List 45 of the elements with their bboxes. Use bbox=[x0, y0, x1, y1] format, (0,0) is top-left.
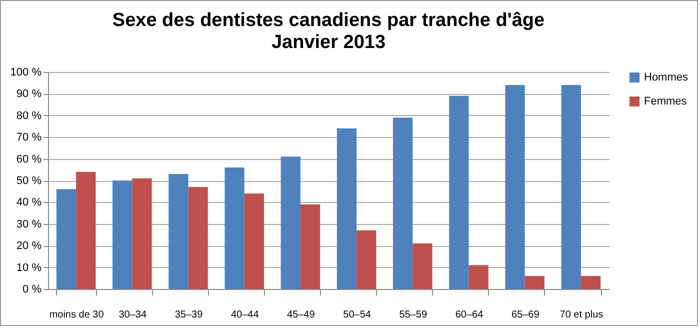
y-tick-label: 90 % bbox=[16, 88, 42, 100]
x-tick-label: 45–49 bbox=[287, 310, 316, 320]
chart-title: Sexe des dentistes canadiens par tranche d'âge bbox=[112, 10, 545, 31]
bar bbox=[76, 172, 96, 289]
x-tick-label: 65–69 bbox=[511, 310, 540, 320]
x-tick-label: 35–39 bbox=[174, 310, 204, 320]
legend-label: Hommes bbox=[644, 72, 689, 84]
x-tick-label: moins de 30 bbox=[49, 310, 104, 320]
x-tick-label: 40–44 bbox=[230, 310, 260, 320]
bar bbox=[300, 204, 320, 289]
bar bbox=[112, 180, 132, 289]
legend-label: Femmes bbox=[644, 96, 688, 108]
bar bbox=[393, 118, 413, 289]
y-tick-label: 10 % bbox=[16, 262, 42, 274]
bar bbox=[505, 85, 525, 289]
bar bbox=[56, 189, 76, 289]
x-tick-label: 70 et plus bbox=[560, 310, 604, 320]
y-tick-label: 60 % bbox=[16, 153, 42, 166]
bar bbox=[412, 243, 432, 289]
y-tick-label: 80 % bbox=[16, 110, 42, 122]
x-tick-label: 30–34 bbox=[118, 310, 147, 320]
bar bbox=[580, 276, 601, 289]
bar bbox=[280, 156, 300, 289]
y-tick-label: 40 % bbox=[16, 196, 42, 209]
y-tick-label: 50 % bbox=[16, 175, 42, 187]
bar bbox=[468, 265, 488, 289]
bar bbox=[356, 230, 376, 289]
y-tick-label: 100 % bbox=[10, 66, 42, 78]
chart-subtitle: Janvier 2013 bbox=[271, 32, 386, 53]
bar bbox=[524, 276, 544, 289]
bar bbox=[449, 96, 469, 289]
bar bbox=[132, 178, 152, 289]
x-tick-label: 60–64 bbox=[455, 310, 484, 320]
y-tick-label: 0 % bbox=[22, 284, 42, 296]
x-tick-label: 55–59 bbox=[399, 310, 428, 320]
bar bbox=[336, 128, 357, 289]
bar bbox=[224, 167, 244, 289]
bar bbox=[244, 194, 264, 289]
x-tick-label: 50–54 bbox=[343, 310, 372, 320]
y-tick-label: 20 % bbox=[16, 240, 42, 252]
y-tick-label: 30 % bbox=[16, 218, 42, 230]
bar bbox=[168, 174, 188, 289]
bar bbox=[561, 85, 581, 289]
y-tick-label: 70 % bbox=[16, 132, 42, 144]
bar bbox=[188, 187, 208, 289]
